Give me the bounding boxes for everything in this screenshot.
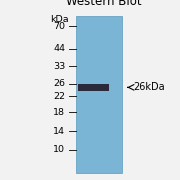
Text: 33: 33 [53,62,65,71]
Text: 18: 18 [53,107,65,117]
Text: Western Blot: Western Blot [66,0,142,8]
Text: kDa: kDa [50,15,69,24]
Text: 26: 26 [53,79,65,88]
Text: 22: 22 [53,92,65,101]
Text: 10: 10 [53,145,65,154]
Bar [76,16,122,173]
Text: 26kDa: 26kDa [133,82,165,92]
Text: 44: 44 [53,44,65,53]
Text: 70: 70 [53,22,65,31]
Text: 14: 14 [53,127,65,136]
Bar [78,84,109,91]
